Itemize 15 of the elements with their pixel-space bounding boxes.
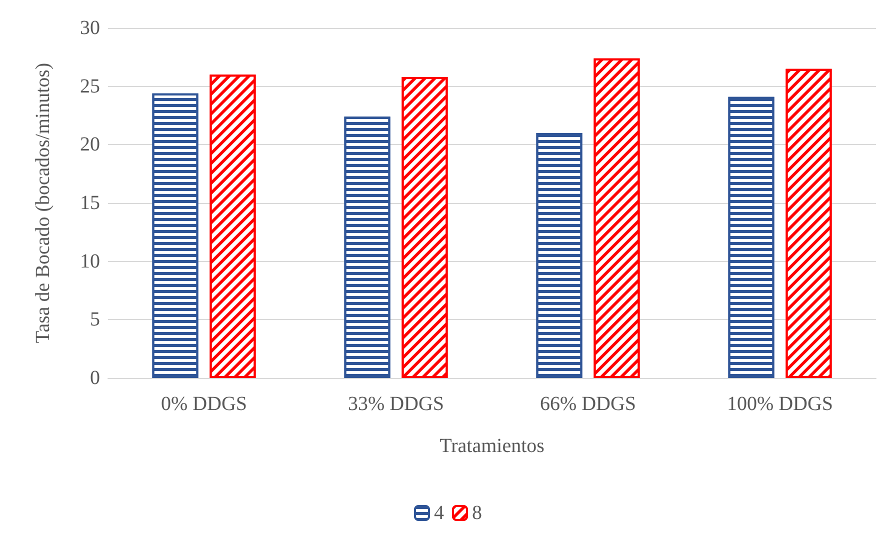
y-tick-label: 25 (80, 75, 100, 98)
x-tick-label: 33% DDGS (348, 393, 444, 415)
y-tick-label: 5 (90, 308, 100, 331)
y-tick-label: 30 (80, 17, 100, 39)
y-axis-title: Tasa de Bocado (bocados/minutos) (32, 62, 54, 344)
x-tick-label: 0% DDGS (160, 393, 248, 415)
legend-label: 4 (434, 502, 444, 524)
x-tick-label: 100% DDGS (726, 393, 834, 415)
y-tick-label: 20 (80, 134, 100, 156)
x-axis-title: Tratamientos (440, 435, 545, 457)
x-tick-label: 66% DDGS (540, 393, 636, 415)
y-tick-label: 15 (80, 192, 100, 214)
y-tick-label: 0 (90, 367, 100, 389)
legend-label: 8 (472, 502, 482, 524)
y-tick-label: 10 (80, 250, 100, 272)
